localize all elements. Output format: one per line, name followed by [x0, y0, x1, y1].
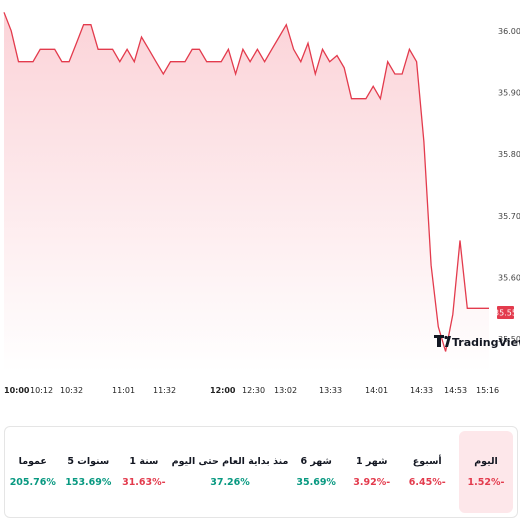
period-label: منذ بداية العام حتى اليوم [171, 456, 289, 467]
current-price-label: 35.55 [494, 306, 517, 319]
performance-period-2[interactable]: 1 شهر 3.92%- [344, 427, 400, 517]
period-label: 6 شهر [300, 456, 332, 467]
y-tick-label: 35.50 [498, 335, 520, 344]
tradingview-logo-icon [434, 335, 451, 347]
period-label: 1 سنة [129, 456, 159, 467]
price-line [3, 12, 489, 352]
performance-period-5[interactable]: 1 سنة 31.63%- [116, 427, 172, 517]
performance-period-7[interactable]: عموما 205.76% [5, 427, 61, 517]
x-tick-label: 12:00 [210, 386, 236, 395]
y-tick-label: 35.90 [498, 89, 520, 98]
x-tick-label: 12:30 [242, 386, 265, 395]
performance-period-1[interactable]: أسبوع 6.45%- [399, 427, 455, 517]
x-tick-label: 14:33 [410, 386, 433, 395]
x-tick-label: 10:12 [30, 386, 53, 395]
period-label: 5 سنوات [67, 456, 110, 467]
performance-period-4[interactable]: منذ بداية العام حتى اليوم 37.26% [172, 427, 289, 517]
period-change-value: 6.45%- [408, 477, 446, 488]
y-tick-label: 35.80 [498, 150, 520, 159]
period-change-value: 31.63%- [122, 477, 166, 488]
period-change-value: 153.69% [65, 477, 112, 488]
current-price-value: 35.55 [494, 309, 517, 318]
period-change-value: 3.92%- [353, 477, 391, 488]
x-tick-label: 13:33 [319, 386, 342, 395]
x-tick-label: 10:00 [4, 386, 30, 395]
x-tick-label: 11:32 [153, 386, 176, 395]
period-label: 1 شهر [355, 456, 388, 467]
period-change-value: 37.26% [210, 477, 250, 488]
period-change-value: 205.76% [9, 477, 56, 488]
tradingview-watermark: TradingView [434, 335, 520, 349]
x-tick-label: 14:53 [444, 386, 467, 395]
performance-period-6[interactable]: 5 سنوات 153.69% [61, 427, 117, 517]
y-tick-label: 36.00 [498, 27, 520, 36]
period-label: أسبوع [412, 456, 442, 467]
x-tick-label: 10:32 [60, 386, 83, 395]
period-label: عموما [18, 456, 47, 467]
watermark-text: TradingView [452, 336, 520, 349]
period-change-value: 35.69% [296, 477, 336, 488]
period-label: اليوم [474, 456, 498, 467]
y-tick-label: 35.60 [498, 274, 520, 283]
x-tick-label: 11:01 [112, 386, 135, 395]
price-area-fill [4, 12, 489, 373]
x-tick-label: 13:02 [274, 386, 297, 395]
price-chart[interactable]: 36.00 35.90 35.80 35.70 35.60 35.50 10:00 10:1… [0, 0, 520, 400]
period-change-value: 1.52%- [467, 477, 505, 488]
performance-period-3[interactable]: 6 شهر 35.69% [288, 427, 344, 517]
x-tick-label: 14:01 [365, 386, 388, 395]
performance-panel: اليوم 1.52%- أسبوع 6.45%- 1 شهر 3.92%- 6 شهر 35… [4, 426, 518, 518]
x-tick-label: 15:16 [476, 386, 499, 395]
y-tick-label: 35.70 [498, 212, 520, 221]
performance-period-0[interactable]: اليوم 1.52%- [459, 431, 513, 513]
